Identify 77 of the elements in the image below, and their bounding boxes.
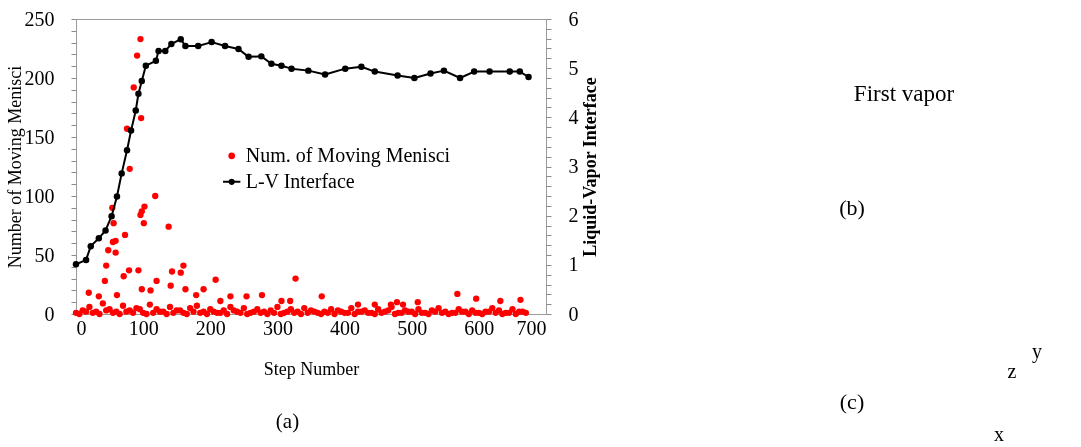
point <box>288 65 295 72</box>
text: (a) <box>275 409 300 433</box>
point <box>135 90 142 97</box>
x-axis-title: Step Number <box>263 358 360 379</box>
point <box>440 67 448 74</box>
text: y <box>1032 340 1042 363</box>
y-tick-label: 250 <box>24 7 55 30</box>
point <box>138 77 146 85</box>
point <box>177 35 184 43</box>
point <box>182 42 189 50</box>
point <box>82 256 90 264</box>
point <box>118 170 125 177</box>
point <box>305 67 312 74</box>
point <box>525 73 532 81</box>
x-tick-label: 700 <box>516 316 547 339</box>
point <box>427 70 434 77</box>
y2-axis-title: Liquid-Vapor Interface <box>579 77 600 257</box>
point <box>108 212 115 220</box>
y2-tick-label: 0 <box>568 302 579 325</box>
point <box>95 235 103 242</box>
x-tick-label: 200 <box>195 316 226 339</box>
y-tick-label: 200 <box>24 66 55 89</box>
point <box>371 68 379 75</box>
text: First vapor <box>853 81 955 106</box>
point <box>155 47 162 55</box>
point <box>342 65 349 72</box>
point <box>142 62 150 69</box>
y-tick-label: 100 <box>24 184 55 207</box>
point <box>87 242 95 250</box>
point <box>235 45 242 53</box>
point <box>506 68 513 75</box>
point <box>208 38 215 46</box>
y2-tick-label: 2 <box>568 204 579 227</box>
x-tick-label: 300 <box>262 316 293 339</box>
point <box>258 53 265 60</box>
point <box>470 68 478 75</box>
text: z <box>1007 360 1017 382</box>
point <box>486 68 493 75</box>
point <box>321 71 329 78</box>
point <box>152 57 160 65</box>
point <box>162 47 169 55</box>
y-tick-label: 0 <box>44 302 55 325</box>
y-tick-label: 150 <box>24 125 55 148</box>
x-tick-label: 600 <box>464 316 495 339</box>
legend-label: Num. of Moving Menisci <box>245 143 451 167</box>
point <box>194 42 202 50</box>
point <box>113 193 121 200</box>
text: x <box>994 423 1004 445</box>
y-tick-label: 50 <box>34 243 55 266</box>
y2-tick-label: 1 <box>568 253 579 276</box>
point <box>168 40 175 48</box>
point <box>358 63 365 70</box>
point <box>456 74 464 82</box>
point <box>127 127 135 134</box>
point <box>221 42 229 50</box>
text: (b) <box>839 195 865 220</box>
x-tick-label: 500 <box>397 316 428 339</box>
y2-tick-label: 3 <box>568 155 579 177</box>
point <box>268 60 275 67</box>
y2-tick-label: 5 <box>568 56 579 79</box>
point <box>132 107 139 114</box>
x-tick-label: 0 <box>76 316 87 339</box>
point <box>72 261 80 268</box>
point <box>394 72 401 79</box>
point <box>123 147 131 154</box>
legend-label: L-V Interface <box>245 169 355 192</box>
text: (c) <box>839 389 865 414</box>
point <box>278 62 285 69</box>
y-axis-title: Number of Moving Menisci <box>4 65 25 269</box>
x-tick-label: 400 <box>330 316 361 339</box>
point <box>516 68 524 75</box>
y2-tick-label: 4 <box>568 105 579 128</box>
x-tick-label: 100 <box>128 316 159 339</box>
point <box>245 53 252 61</box>
point <box>102 227 109 234</box>
y2-tick-label: 6 <box>568 7 579 30</box>
point <box>411 74 418 82</box>
